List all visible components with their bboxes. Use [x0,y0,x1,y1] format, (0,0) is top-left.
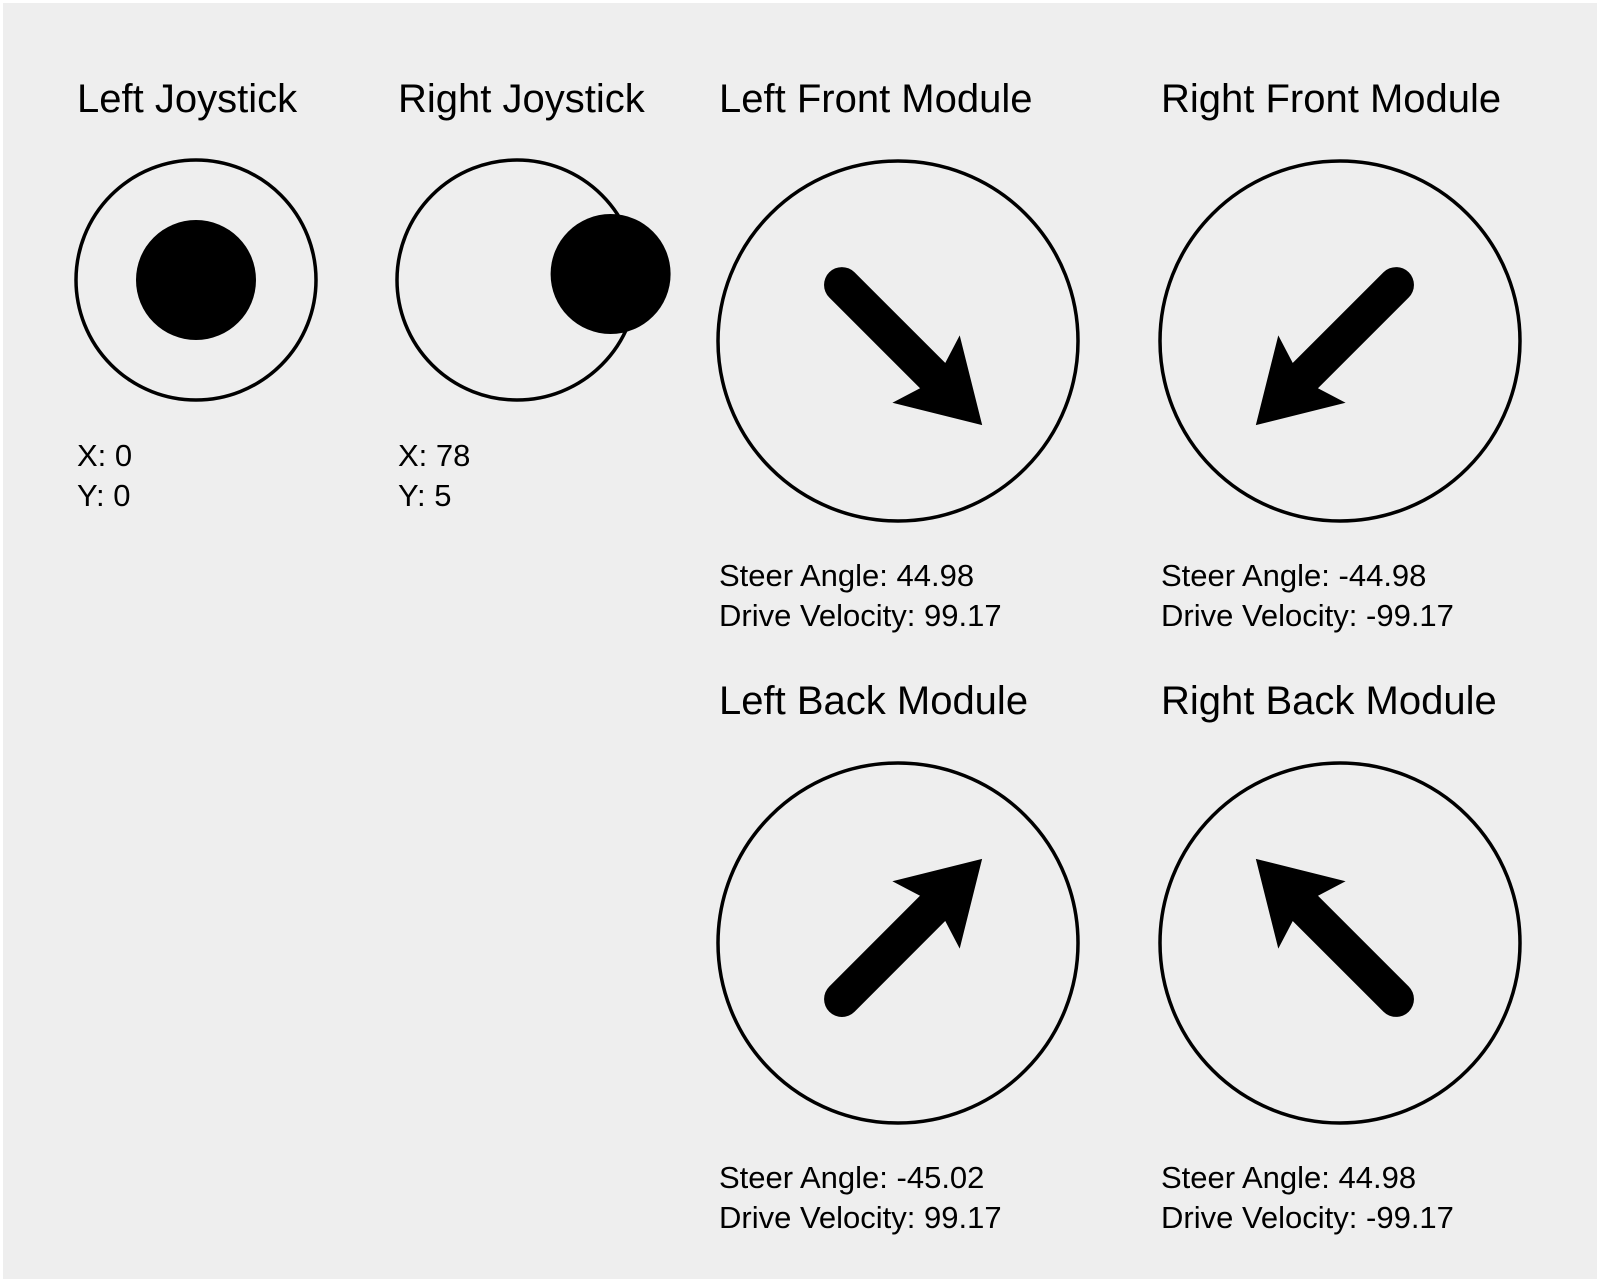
left-back-steer-angle: Steer Angle: -45.02 [719,1160,985,1195]
right-back-module-ring [1158,761,1522,1125]
right-back-drive-velocity: Drive Velocity: -99.17 [1161,1200,1454,1235]
left-back-module-arrow-icon [824,858,983,1017]
right-front-module-title: Right Front Module [1161,77,1502,121]
left-front-module-dial [716,159,1080,523]
left-back-module-title: Left Back Module [719,679,1029,723]
right-joystick-title: Right Joystick [398,77,645,121]
left-joystick-panel: Left Joystick X: 0 Y: 0 [74,76,337,516]
left-joystick-title: Left Joystick [77,77,298,121]
left-back-module-readout: Steer Angle: -45.02 Drive Velocity: 99.1… [719,1158,1002,1238]
left-joystick-readout: X: 0 Y: 0 [77,436,132,516]
left-joystick-knob[interactable] [136,220,256,340]
left-front-module-readout: Steer Angle: 44.98 Drive Velocity: 99.17 [719,556,1002,636]
right-front-drive-velocity: Drive Velocity: -99.17 [1161,598,1454,633]
left-front-module-panel: Left Front Module Steer Angle: 44.98 Dri… [716,76,1119,636]
left-back-drive-velocity: Drive Velocity: 99.17 [719,1200,1002,1235]
left-front-steer-angle: Steer Angle: 44.98 [719,558,975,593]
right-joystick-x-value: X: 78 [398,438,471,473]
right-front-module-ring [1158,159,1522,523]
right-joystick-y-value: Y: 5 [398,478,452,513]
left-joystick-x-value: X: 0 [77,438,133,473]
right-back-module-title: Right Back Module [1161,679,1497,723]
right-back-module-panel: Right Back Module Steer Angle: 44.98 Dri… [1158,678,1581,1238]
left-joystick-y-value: Y: 0 [77,478,131,513]
right-front-module-panel: Right Front Module Steer Angle: -44.98 D… [1158,76,1581,636]
right-back-module-arrow-icon [1255,858,1414,1017]
left-front-module-title: Left Front Module [719,77,1033,121]
right-front-module-dial [1158,159,1522,523]
left-front-module-ring [716,159,1080,523]
left-back-module-dial [716,761,1080,1125]
right-joystick-readout: X: 78 Y: 5 [398,436,470,516]
left-joystick-pad[interactable] [74,158,325,408]
right-front-module-arrow-icon [1255,267,1414,426]
right-back-module-readout: Steer Angle: 44.98 Drive Velocity: -99.1… [1161,1158,1454,1238]
right-front-steer-angle: Steer Angle: -44.98 [1161,558,1427,593]
right-joystick-knob[interactable] [550,214,671,334]
left-back-module-panel: Left Back Module Steer Angle: -45.02 Dri… [716,678,1119,1238]
right-joystick-panel: Right Joystick X: 78 Y: 5 [395,76,671,516]
right-back-steer-angle: Steer Angle: 44.98 [1161,1160,1417,1195]
left-back-module-ring [716,761,1080,1125]
left-front-drive-velocity: Drive Velocity: 99.17 [719,598,1002,633]
left-front-module-arrow-icon [824,267,983,426]
right-joystick-pad[interactable] [395,158,671,408]
right-front-module-readout: Steer Angle: -44.98 Drive Velocity: -99.… [1161,556,1454,636]
right-back-module-dial [1158,761,1522,1125]
left-joystick-ring [74,158,318,402]
